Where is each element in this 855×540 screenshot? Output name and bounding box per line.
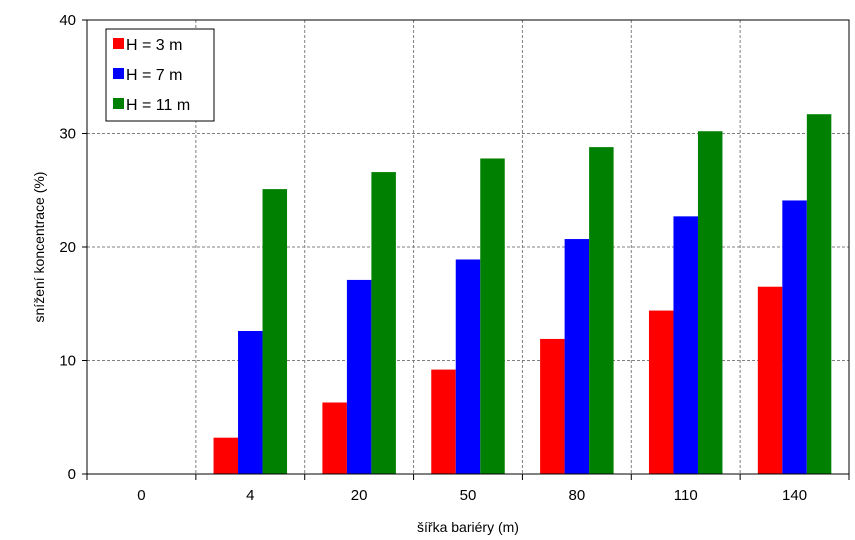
y-tick-label: 10 (59, 353, 76, 370)
legend-swatch (113, 68, 124, 79)
bar (431, 369, 456, 474)
bar (648, 310, 674, 474)
x-tick-label: 0 (137, 487, 145, 504)
bar (673, 216, 698, 475)
bar (346, 279, 372, 474)
y-tick-label: 0 (68, 466, 76, 483)
x-tick-label: 110 (674, 487, 698, 504)
legend-label: H = 7 m (126, 67, 182, 84)
x-tick-label: 20 (351, 487, 368, 504)
legend-label: H = 11 m (126, 97, 190, 114)
legend-label: H = 3 m (126, 37, 182, 54)
y-tick-label: 30 (59, 126, 76, 143)
bar (371, 172, 396, 474)
y-axis-title: snížení koncentrace (%) (31, 172, 47, 323)
y-tick-label: 20 (59, 239, 76, 256)
legend-swatch (113, 98, 124, 109)
bar (782, 200, 807, 474)
bar (806, 114, 832, 474)
x-tick-label: 80 (569, 487, 586, 504)
bar (455, 259, 481, 474)
x-tick-label: 4 (246, 487, 254, 504)
bars (213, 114, 832, 475)
y-axis: 0 10 20 30 40 (59, 12, 87, 483)
bar (757, 286, 783, 474)
x-axis-title: šířka bariéry (m) (417, 519, 519, 535)
legend-swatch (113, 38, 124, 49)
bar (213, 437, 239, 474)
bar (564, 239, 590, 474)
x-tick-label: 140 (782, 487, 807, 504)
bar (540, 338, 565, 474)
legend: H = 3 m H = 7 m H = 11 m (105, 28, 215, 122)
bar (480, 158, 505, 474)
bar (322, 402, 347, 474)
x-tick-label: 50 (460, 487, 477, 504)
bar (697, 131, 723, 475)
x-axis: 0 4 20 50 80 110 140 (86, 474, 850, 504)
bar (589, 147, 614, 474)
bar (262, 189, 288, 475)
bar (238, 330, 263, 474)
y-tick-label: 40 (59, 12, 76, 29)
